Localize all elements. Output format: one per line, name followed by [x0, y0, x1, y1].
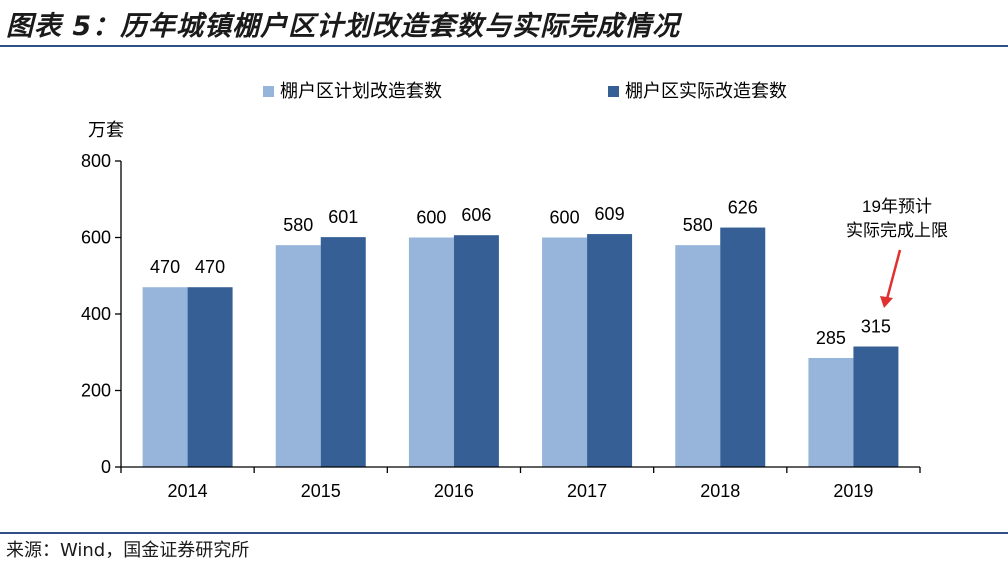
- bar: [408, 237, 454, 467]
- data-label: 600: [550, 208, 580, 228]
- legend-label-planned: 棚户区计划改造套数: [280, 81, 442, 101]
- top-rule: [0, 45, 1008, 47]
- data-label: 600: [416, 208, 446, 228]
- bar: [320, 237, 366, 467]
- bar: [853, 346, 899, 467]
- data-label: 315: [861, 317, 891, 337]
- annotation-line-1: 19年预计: [862, 197, 932, 216]
- source-note: 来源：Wind，国金证券研究所: [6, 540, 250, 561]
- bar: [542, 237, 588, 467]
- data-label: 606: [461, 205, 491, 225]
- legend-swatch-actual: [608, 86, 619, 97]
- annotation-line-2: 实际完成上限: [846, 221, 948, 240]
- y-axis-unit: 万套: [88, 120, 124, 140]
- bar-chart: 棚户区计划改造套数 棚户区实际改造套数 万套 0 200 400 600 800 470…: [81, 81, 948, 501]
- data-label: 601: [328, 207, 358, 227]
- x-tick-label: 2014: [168, 481, 208, 501]
- data-label: 609: [595, 204, 625, 224]
- bar: [587, 234, 633, 467]
- x-axis: 2014 2015 2016 2017 2018 2019: [120, 466, 921, 501]
- bar: [808, 357, 854, 467]
- bar: [275, 245, 321, 467]
- y-tick-label: 200: [81, 381, 111, 401]
- y-tick-label: 600: [81, 228, 111, 248]
- y-tick-label: 400: [81, 304, 111, 324]
- y-tick-label: 0: [101, 457, 111, 477]
- figure-title: 图表 5：历年城镇棚户区计划改造套数与实际完成情况: [6, 11, 681, 42]
- data-label: 626: [728, 198, 758, 218]
- bar: [187, 287, 233, 467]
- x-tick-label: 2017: [567, 481, 607, 501]
- x-tick-label: 2015: [301, 481, 341, 501]
- y-tick-label: 800: [81, 151, 111, 171]
- bar: [675, 245, 721, 467]
- x-tick-label: 2018: [700, 481, 740, 501]
- bar: [142, 287, 188, 467]
- data-label: 580: [283, 215, 313, 235]
- annotation-arrow-head: [880, 296, 893, 308]
- bars: 470 470 580 601 600 606 600 609 580 626 285 315: [142, 198, 899, 467]
- x-tick-label: 2019: [833, 481, 873, 501]
- bar: [720, 227, 766, 467]
- data-label: 285: [816, 328, 846, 348]
- data-label: 580: [683, 215, 713, 235]
- x-tick-label: 2016: [434, 481, 474, 501]
- legend: 棚户区计划改造套数 棚户区实际改造套数: [263, 81, 787, 101]
- annotation-arrow-line: [885, 249, 902, 300]
- y-axis: 0 200 400 600 800: [81, 151, 122, 477]
- bottom-rule: [0, 532, 1008, 534]
- annotation: 19年预计 实际完成上限: [846, 197, 948, 308]
- legend-swatch-planned: [263, 86, 274, 97]
- legend-label-actual: 棚户区实际改造套数: [625, 81, 787, 101]
- bar: [453, 235, 499, 467]
- data-label: 470: [195, 257, 225, 277]
- data-label: 470: [150, 257, 180, 277]
